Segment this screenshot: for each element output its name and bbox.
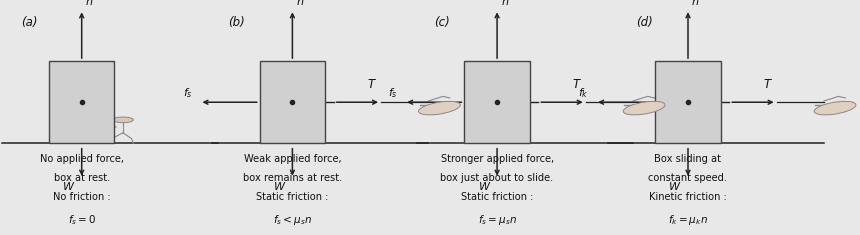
Ellipse shape bbox=[814, 101, 856, 115]
Text: constant speed.: constant speed. bbox=[648, 173, 728, 183]
Text: $T$: $T$ bbox=[367, 78, 378, 91]
Text: box just about to slide.: box just about to slide. bbox=[440, 173, 554, 183]
Ellipse shape bbox=[419, 101, 460, 115]
Text: Static friction :: Static friction : bbox=[256, 192, 329, 203]
Text: Weak applied force,: Weak applied force, bbox=[243, 154, 341, 164]
Text: box remains at rest.: box remains at rest. bbox=[243, 173, 342, 183]
Text: $W$: $W$ bbox=[477, 180, 491, 192]
Text: $f_k$: $f_k$ bbox=[578, 86, 588, 100]
Text: Kinetic friction :: Kinetic friction : bbox=[649, 192, 727, 203]
Text: $f_s = 0$: $f_s = 0$ bbox=[68, 213, 95, 227]
Text: Box sliding at: Box sliding at bbox=[654, 154, 722, 164]
Text: $f_s < \mu_s n$: $f_s < \mu_s n$ bbox=[273, 213, 312, 227]
Text: box at rest.: box at rest. bbox=[53, 173, 110, 183]
Text: Stronger applied force,: Stronger applied force, bbox=[440, 154, 554, 164]
Text: $T$: $T$ bbox=[763, 78, 773, 91]
Bar bbox=[464, 61, 530, 143]
Text: $n$: $n$ bbox=[501, 0, 509, 7]
Circle shape bbox=[113, 117, 133, 123]
Text: No friction :: No friction : bbox=[52, 192, 111, 203]
Text: $W$: $W$ bbox=[273, 180, 286, 192]
Bar bbox=[655, 61, 721, 143]
Text: Static friction :: Static friction : bbox=[461, 192, 533, 203]
Text: No applied force,: No applied force, bbox=[40, 154, 124, 164]
Text: $n$: $n$ bbox=[691, 0, 700, 7]
Text: $f_s$: $f_s$ bbox=[183, 86, 193, 100]
Bar bbox=[260, 61, 325, 143]
Text: (b): (b) bbox=[228, 16, 244, 29]
Text: $f_k = \mu_k n$: $f_k = \mu_k n$ bbox=[668, 213, 708, 227]
Bar bbox=[49, 61, 114, 143]
Text: $W$: $W$ bbox=[62, 180, 76, 192]
Text: $n$: $n$ bbox=[85, 0, 94, 7]
Text: $T$: $T$ bbox=[572, 78, 582, 91]
Ellipse shape bbox=[624, 101, 665, 115]
Text: (c): (c) bbox=[434, 16, 450, 29]
Text: $f_s$: $f_s$ bbox=[388, 86, 397, 100]
Text: $W$: $W$ bbox=[668, 180, 682, 192]
Text: $n$: $n$ bbox=[296, 0, 304, 7]
Text: $f_s = \mu_s n$: $f_s = \mu_s n$ bbox=[477, 213, 517, 227]
Text: (a): (a) bbox=[22, 16, 38, 29]
Text: (d): (d) bbox=[636, 16, 653, 29]
